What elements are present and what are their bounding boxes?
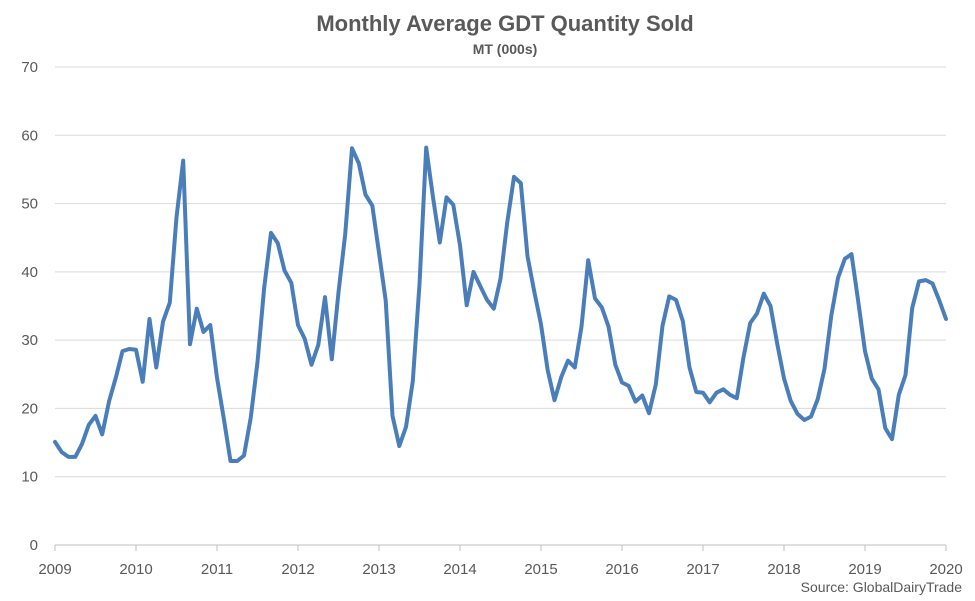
x-tick-label: 2018 xyxy=(767,561,800,578)
x-tick-label: 2011 xyxy=(201,561,233,578)
source-note: Source: GlobalDairyTrade xyxy=(801,579,963,595)
series-group xyxy=(53,145,948,463)
x-tick-label: 2013 xyxy=(362,561,395,578)
y-tick-label: 50 xyxy=(21,196,38,213)
x-tick-label: 2020 xyxy=(929,561,962,578)
series-line xyxy=(53,145,948,463)
x-tick-label: 2015 xyxy=(524,561,557,578)
x-axis: 2009 2010 2011 2012 2013 2014 2015 2016 2017 2018… xyxy=(38,545,963,578)
y-tick-label: 0 xyxy=(30,537,38,554)
x-tick-label: 2016 xyxy=(605,561,638,578)
x-tick-label: 2009 xyxy=(38,561,71,578)
chart-title: Monthly Average GDT Quantity Sold xyxy=(316,11,693,36)
x-tick-label: 2019 xyxy=(848,561,881,578)
y-tick-label: 40 xyxy=(21,264,38,281)
y-tick-label: 70 xyxy=(21,59,38,76)
y-tick-label: 20 xyxy=(21,400,38,417)
y-axis: 0 10 20 30 40 50 60 70 xyxy=(21,59,38,554)
x-tick-label: 2014 xyxy=(443,561,476,578)
y-tick-label: 10 xyxy=(21,469,38,486)
x-tick-label: 2010 xyxy=(119,561,152,578)
x-tick-label: 2012 xyxy=(281,561,314,578)
x-tick-label: 2017 xyxy=(686,561,719,578)
y-tick-label: 60 xyxy=(21,127,38,144)
y-tick-label: 30 xyxy=(21,332,38,349)
chart-subtitle: MT (000s) xyxy=(473,41,538,57)
